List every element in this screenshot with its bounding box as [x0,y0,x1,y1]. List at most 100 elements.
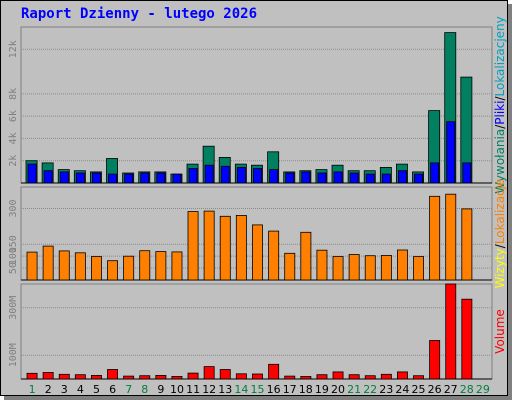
bar-volume-day-23 [380,373,392,380]
bar-pliki-day-26 [430,162,440,184]
y-tick-label: 12k [8,40,19,58]
y-tick-label: 4k [8,132,19,144]
bar-volume-day-2 [42,371,54,380]
bar-volume-day-10 [171,375,183,380]
x-tick-label-day-29: 29 [476,383,490,395]
bar-volume-day-4 [74,374,86,380]
x-tick-label-day-10: 10 [170,383,184,395]
y-tick-label: 300M [8,296,19,320]
chart-title: Raport Dzienny - lutego 2026 [21,6,258,22]
x-tick-label-day-14: 14 [234,383,248,395]
bar-pliki-day-22 [365,173,375,184]
bar-volume-day-24 [396,371,408,380]
axis-label-part: Wywołania [493,129,507,194]
bar-volume-day-7 [123,375,135,380]
bar-volume-day-8 [139,375,151,380]
daily-report-chart: 2k4k6k8k12kWywołania/Pliki/Lokalizacjeny… [8,16,507,395]
bar-pliki-day-16 [269,169,279,184]
bar-lokalizacje-day-10 [171,251,183,281]
axis-label-part: Lokalizacjeny [493,16,507,96]
bar-lokalizacje-day-19 [316,249,328,281]
x-tick-label-day-23: 23 [379,383,393,395]
x-tick-label-day-15: 15 [251,383,265,395]
bar-pliki-day-12 [204,164,214,184]
bar-lokalizacje-day-22 [364,255,376,281]
bar-lokalizacje-day-16 [268,230,280,281]
bar-volume-day-5 [91,374,102,380]
bar-lokalizacje-day-24 [396,249,408,281]
bar-volume-day-3 [58,373,70,380]
bar-lokalizacje-day-17 [284,252,296,281]
bar-pliki-day-2 [43,170,53,184]
bar-pliki-day-4 [75,172,85,184]
bar-lokalizacje-day-13 [219,215,231,281]
x-tick-label-day-7: 7 [125,383,132,395]
bar-lokalizacje-day-23 [380,254,392,281]
panel-axis-label: Volume [493,309,507,354]
x-tick-label-day-24: 24 [395,383,409,395]
bar-pliki-day-17 [285,172,295,184]
bar-volume-day-6 [107,369,119,380]
bar-lokalizacje-day-11 [187,211,199,281]
bar-lokalizacje-day-6 [107,260,119,281]
x-tick-label-day-16: 16 [267,383,281,395]
bar-pliki-day-24 [397,170,407,184]
bar-pliki-day-3 [59,171,69,184]
bar-lokalizacje-day-28 [461,208,473,281]
bar-pliki-day-5 [92,172,101,184]
x-tick-label-day-12: 12 [202,383,216,395]
bar-pliki-day-20 [333,171,343,184]
bar-volume-day-18 [300,375,312,380]
bar-pliki-day-10 [172,173,182,184]
bar-pliki-day-14 [236,166,246,184]
bar-volume-day-19 [316,374,328,380]
x-tick-label-day-17: 17 [283,383,297,395]
x-tick-label-day-18: 18 [299,383,313,395]
axis-label-part: / [493,96,507,101]
y-tick-label: 6k [8,110,19,122]
x-tick-label-day-22: 22 [363,383,377,395]
bar-volume-day-25 [413,375,425,380]
panel-frame [20,283,493,380]
axis-label-part: Lokalizacje [493,179,507,245]
bar-volume-day-1 [26,372,38,380]
bar-lokalizacje-day-26 [429,195,441,281]
bar-volume-day-13 [219,369,231,380]
bar-volume-day-12 [203,366,215,380]
bar-pliki-day-28 [462,162,472,184]
bar-pliki-day-21 [349,172,359,184]
x-tick-label-day-19: 19 [315,383,329,395]
bar-pliki-day-23 [381,173,391,184]
bar-volume-day-14 [235,373,247,380]
bar-volume-day-17 [284,375,296,380]
bar-volume-day-21 [348,374,360,380]
x-tick-label-day-28: 28 [460,383,474,395]
axis-label-part: Wizyty [493,248,507,288]
x-tick-label-day-26: 26 [428,383,442,395]
y-tick-label: 50 [8,262,19,274]
axis-label-part: / [493,243,507,248]
bar-pliki-day-19 [317,172,327,184]
bar-lokalizacje-day-1 [26,251,38,281]
x-tick-label-day-8: 8 [141,383,148,395]
axis-label-part: Pliki [493,101,507,125]
bar-volume-day-22 [364,375,376,380]
x-tick-label-day-3: 3 [61,383,68,395]
bar-volume-day-11 [187,372,199,380]
bar-lokalizacje-day-7 [123,255,135,281]
bar-pliki-day-9 [156,172,166,184]
bar-lokalizacje-day-14 [235,214,247,281]
y-tick-label: 300 [8,199,19,217]
bar-lokalizacje-day-18 [300,231,312,281]
bar-volume-day-27 [445,283,457,380]
bar-lokalizacje-day-9 [155,251,167,281]
y-tick-label: 100 [8,247,19,265]
x-tick-label-day-5: 5 [93,383,100,395]
bar-lokalizacje-day-2 [42,245,54,281]
panel-axis-label: Wywołania/Pliki/Lokalizacjeny [493,16,507,194]
bar-pliki-day-6 [108,173,118,184]
x-tick-label-day-2: 2 [45,383,52,395]
x-tick-label-day-6: 6 [109,383,116,395]
x-tick-label-day-1: 1 [29,383,36,395]
